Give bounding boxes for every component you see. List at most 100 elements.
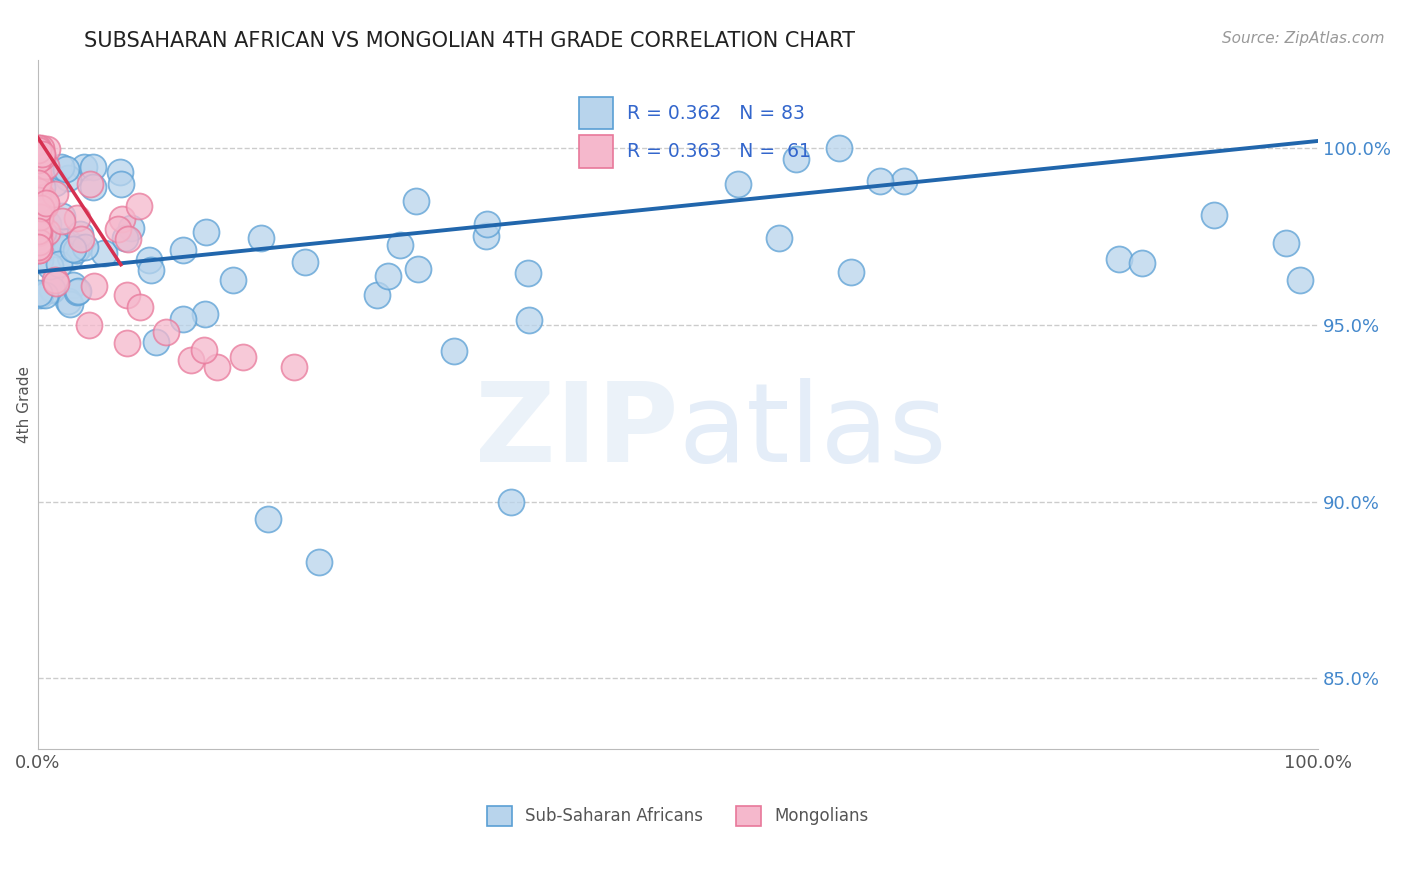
Point	[501, 494, 523, 508]
Point	[27, 171, 49, 186]
Point	[180, 353, 202, 368]
Point	[28, 243, 51, 257]
Point	[67, 240, 90, 254]
Point	[768, 230, 790, 244]
Point	[28, 287, 51, 301]
Text: ZIP: ZIP	[475, 378, 678, 485]
Point	[49, 160, 72, 174]
Point	[44, 186, 66, 201]
Point	[308, 555, 330, 569]
Point	[45, 277, 67, 291]
Point	[30, 201, 52, 215]
Point	[1274, 236, 1296, 251]
Point	[34, 199, 56, 213]
Point	[1108, 252, 1130, 266]
Point	[28, 285, 51, 300]
Point	[58, 297, 80, 311]
Y-axis label: 4th Grade: 4th Grade	[17, 366, 32, 443]
Point	[517, 313, 540, 327]
Point	[27, 177, 49, 191]
Point	[27, 203, 49, 218]
Point	[28, 152, 51, 166]
Point	[56, 171, 79, 186]
Point	[55, 161, 77, 176]
Point	[114, 231, 136, 245]
Point	[31, 191, 53, 205]
Point	[475, 229, 498, 244]
Point	[34, 288, 56, 302]
Point	[52, 234, 75, 248]
Point	[107, 221, 129, 235]
Point	[77, 318, 100, 332]
Point	[28, 225, 51, 239]
Point	[120, 220, 142, 235]
Point	[93, 245, 115, 260]
Point	[27, 141, 49, 155]
Point	[59, 250, 82, 264]
Point	[28, 228, 51, 243]
Point	[108, 165, 131, 179]
Point	[45, 236, 67, 251]
Point	[839, 265, 862, 279]
Point	[117, 335, 139, 350]
Point	[141, 263, 163, 277]
Point	[37, 225, 59, 239]
Point	[28, 235, 51, 249]
Point	[28, 243, 51, 257]
Point	[28, 214, 51, 228]
Point	[117, 232, 139, 246]
Point	[406, 262, 429, 277]
Point	[117, 288, 139, 302]
Point	[232, 350, 254, 364]
Point	[35, 142, 58, 156]
Point	[44, 273, 66, 287]
Point	[194, 225, 217, 239]
Point	[28, 186, 51, 201]
Point	[66, 284, 89, 298]
Point	[38, 259, 60, 273]
Point	[37, 217, 59, 231]
Point	[377, 268, 399, 283]
Point	[28, 241, 51, 255]
Point	[250, 231, 273, 245]
Point	[28, 252, 51, 267]
Point	[27, 226, 49, 240]
Point	[58, 235, 80, 249]
Point	[83, 279, 105, 293]
Point	[31, 150, 53, 164]
Point	[27, 186, 49, 201]
Point	[193, 343, 215, 357]
Point	[27, 204, 49, 219]
Point	[477, 217, 499, 231]
Point	[44, 176, 66, 190]
Point	[35, 196, 58, 211]
Point	[172, 312, 194, 326]
Point	[27, 175, 49, 189]
Point	[27, 184, 49, 198]
Point	[31, 180, 53, 194]
Point	[222, 273, 245, 287]
Point	[27, 239, 49, 253]
Point	[111, 211, 134, 226]
Point	[56, 294, 79, 309]
Point	[27, 141, 49, 155]
Point	[28, 210, 51, 224]
Point	[727, 177, 749, 191]
Point	[31, 146, 53, 161]
Point	[30, 233, 52, 247]
Point	[48, 257, 70, 271]
Point	[82, 160, 104, 174]
Point	[69, 227, 91, 241]
Point	[28, 215, 51, 229]
Point	[785, 152, 807, 166]
Point	[27, 194, 49, 208]
Point	[56, 241, 79, 255]
Point	[65, 243, 87, 257]
Point	[70, 232, 93, 246]
Point	[62, 278, 84, 293]
Point	[30, 163, 52, 178]
Point	[30, 141, 52, 155]
Point	[51, 214, 73, 228]
Point	[405, 194, 427, 209]
Point	[27, 224, 49, 238]
